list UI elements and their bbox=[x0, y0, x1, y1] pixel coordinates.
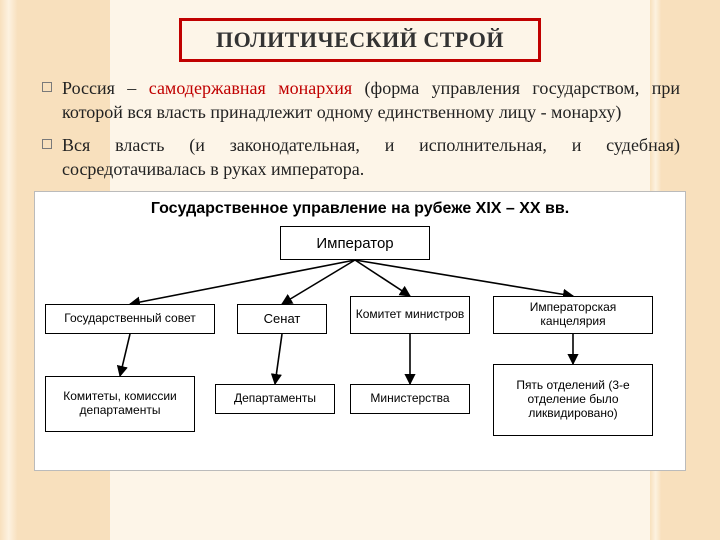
node-gossovet: Государственный совет bbox=[45, 304, 215, 334]
bullet1-highlight: самодержавная монархия bbox=[149, 78, 352, 98]
node-pyat: Пять отделений (3-е отделение было ликви… bbox=[493, 364, 653, 436]
node-komitety: Комитеты, комиссии департаменты bbox=[45, 376, 195, 432]
node-komitet: Комитет министров bbox=[350, 296, 470, 334]
edge-emperor-kanc bbox=[355, 260, 573, 296]
diagram-title: Государственное управление на рубеже XIX… bbox=[45, 200, 675, 218]
list-item: Вся власть (и законодательная, и исполни… bbox=[40, 133, 680, 182]
bullet1-prefix: Россия – bbox=[62, 78, 149, 98]
edge-senat-depart bbox=[275, 334, 282, 384]
edge-gossovet-komitety bbox=[120, 334, 130, 376]
page-title: ПОЛИТИЧЕСКИЙ СТРОЙ bbox=[179, 18, 541, 62]
edge-emperor-komitet bbox=[355, 260, 410, 296]
node-depart: Департаменты bbox=[215, 384, 335, 414]
org-chart: Император Государственный совет Сенат Комит… bbox=[45, 226, 675, 456]
diagram-panel: Государственное управление на рубеже XIX… bbox=[34, 191, 686, 471]
node-emperor: Император bbox=[280, 226, 430, 260]
node-kanc: Императорская канцелярия bbox=[493, 296, 653, 334]
list-item: Россия – самодержавная монархия (форма у… bbox=[40, 76, 680, 125]
bullet2-text: Вся власть (и законодательная, и исполни… bbox=[62, 135, 680, 179]
edge-emperor-gossovet bbox=[130, 260, 355, 304]
bullet-list: Россия – самодержавная монархия (форма у… bbox=[40, 76, 680, 181]
node-senat: Сенат bbox=[237, 304, 327, 334]
node-minist: Министерства bbox=[350, 384, 470, 414]
